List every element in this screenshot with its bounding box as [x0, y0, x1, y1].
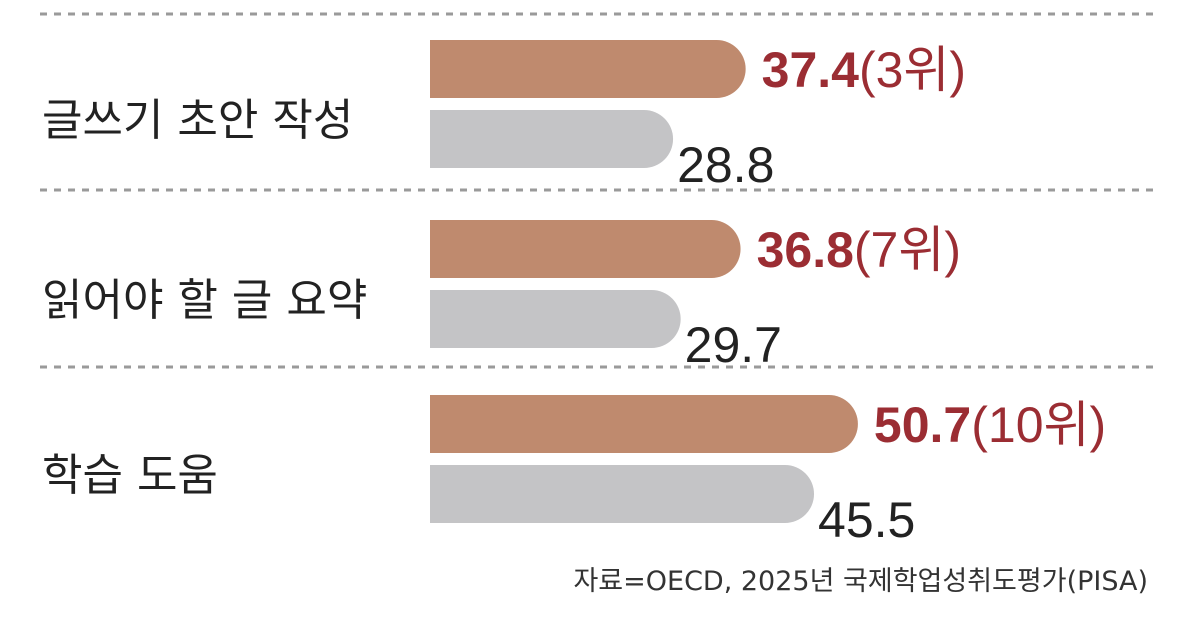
category-group-1: 글쓰기 초안 작성 37.4(3위) 28.8 [42, 40, 966, 193]
category-group-2: 읽어야 할 글 요약 36.8(7위) 29.7 [42, 220, 961, 373]
divider-lines [40, 12, 1160, 369]
bar-secondary [430, 465, 815, 523]
value-label-primary: 50.7(10위) [874, 397, 1106, 453]
value-label-primary: 37.4(3위) [762, 42, 966, 98]
value-label-secondary: 45.5 [818, 492, 915, 548]
source-note: 자료=OECD, 2025년 국제학업성취도평가(PISA) [573, 566, 1148, 597]
bar-primary [430, 40, 746, 98]
category-groups: 글쓰기 초안 작성 37.4(3위) 28.8 읽어야 할 글 요약 36.8(7위) 2… [42, 40, 1106, 548]
category-group-3: 학습 도움 50.7(10위) 45.5 [42, 395, 1106, 548]
value-label-primary: 36.8(7위) [757, 222, 961, 278]
bar-secondary [430, 290, 681, 348]
bar-secondary [430, 110, 674, 168]
value-label-secondary: 28.8 [677, 137, 774, 193]
category-label: 글쓰기 초안 작성 [42, 95, 353, 146]
bar-primary [430, 220, 741, 278]
value-label-secondary: 29.7 [685, 317, 782, 373]
bar-primary [430, 395, 858, 453]
category-label: 학습 도움 [42, 450, 218, 501]
category-label: 읽어야 할 글 요약 [42, 275, 367, 326]
